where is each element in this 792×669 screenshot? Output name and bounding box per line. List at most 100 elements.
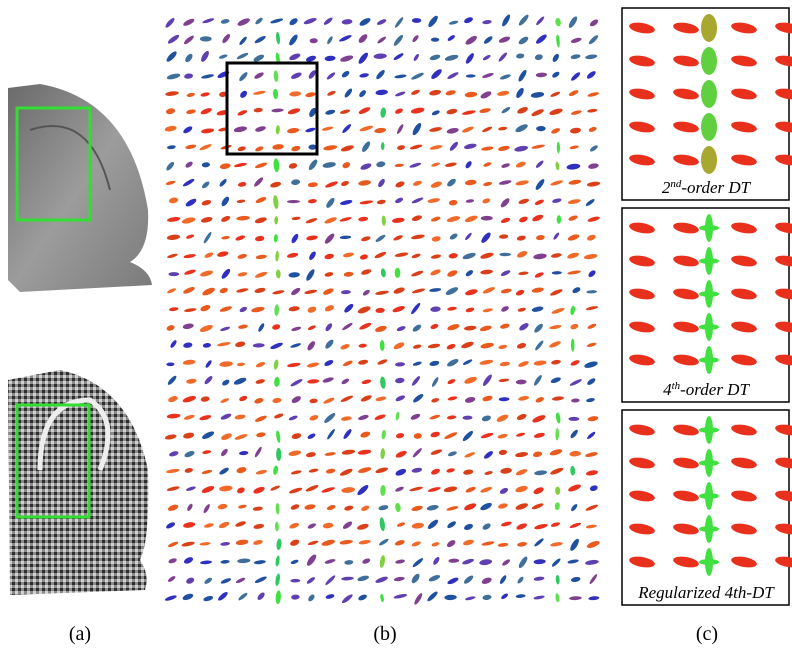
glyph [219, 163, 231, 170]
glyph [307, 593, 316, 602]
glyph [275, 251, 279, 262]
glyph [394, 163, 404, 167]
glyph [568, 417, 579, 421]
glyph [570, 323, 579, 331]
inset-frame [622, 208, 789, 402]
glyph [516, 53, 525, 59]
glyph [483, 450, 494, 460]
glyph [499, 179, 512, 185]
glyph [358, 179, 371, 186]
glyph [701, 146, 717, 174]
glyph [432, 556, 441, 566]
glyph [466, 74, 476, 78]
glyph [536, 126, 546, 131]
glyph [236, 17, 250, 28]
glyph [533, 576, 544, 581]
glyph [253, 90, 266, 96]
glyph [569, 378, 583, 387]
glyph [446, 539, 457, 549]
glyph [533, 374, 543, 387]
glyph [253, 539, 264, 545]
glyph [530, 91, 544, 98]
glyph [482, 308, 493, 313]
glyph [518, 271, 528, 275]
glyph [165, 180, 175, 186]
glyph [185, 197, 198, 208]
glyph [287, 107, 301, 115]
glyph [307, 540, 318, 546]
glyph [481, 522, 491, 531]
glyph [482, 286, 496, 295]
glyph [378, 538, 389, 547]
glyph [233, 376, 247, 386]
glyph [516, 432, 526, 438]
glyph [380, 268, 386, 278]
glyph [498, 52, 509, 63]
glyph [550, 376, 562, 384]
glyph [378, 504, 389, 511]
glyph [447, 415, 457, 420]
glyph [181, 216, 196, 225]
glyph [380, 594, 385, 603]
glyph [584, 360, 599, 369]
glyph [201, 199, 212, 206]
glyph [274, 216, 278, 225]
glyph [534, 198, 545, 206]
glyph [186, 503, 194, 512]
glyph [479, 325, 492, 333]
glyph [220, 18, 230, 24]
glyph [288, 17, 299, 27]
glyph [340, 199, 353, 206]
glyph [413, 592, 424, 605]
glyph [200, 92, 210, 98]
glyph [255, 196, 267, 205]
glyph [552, 232, 560, 241]
glyph [186, 378, 197, 384]
glyph [481, 216, 493, 221]
glyph [699, 526, 719, 532]
glyph [290, 286, 301, 296]
glyph [340, 180, 349, 187]
glyph [409, 162, 422, 169]
glyph [498, 126, 508, 131]
glyph [202, 162, 211, 168]
glyph [288, 272, 300, 278]
glyph [199, 143, 212, 151]
glyph [253, 343, 265, 348]
glyph [305, 484, 319, 493]
glyph [375, 396, 387, 402]
glyph [482, 72, 494, 79]
glyph [220, 397, 230, 404]
glyph [569, 145, 579, 150]
glyph [167, 395, 178, 403]
glyph [412, 557, 425, 568]
glyph [463, 375, 477, 385]
glyph [566, 163, 580, 170]
glyph [568, 89, 579, 97]
glyph [570, 127, 582, 134]
glyph [305, 127, 316, 133]
glyph [699, 460, 719, 466]
glyph [218, 466, 229, 475]
glyph [465, 199, 474, 204]
glyph [534, 523, 548, 530]
glyph [305, 217, 318, 224]
glyph [426, 590, 439, 602]
glyph [305, 268, 316, 282]
caption-part: nd [670, 178, 682, 190]
zoom-box [227, 63, 317, 154]
glyph [533, 559, 546, 565]
glyph [203, 343, 212, 349]
glyph [516, 106, 529, 115]
glyph [356, 483, 370, 496]
glyph [200, 107, 213, 116]
glyph [358, 17, 371, 28]
glyph [253, 176, 264, 188]
glyph [166, 362, 174, 366]
glyph [325, 197, 336, 210]
glyph [412, 447, 423, 458]
glyph [479, 359, 493, 366]
glyph [341, 449, 355, 455]
glyph [186, 486, 197, 492]
glyph [254, 287, 266, 294]
